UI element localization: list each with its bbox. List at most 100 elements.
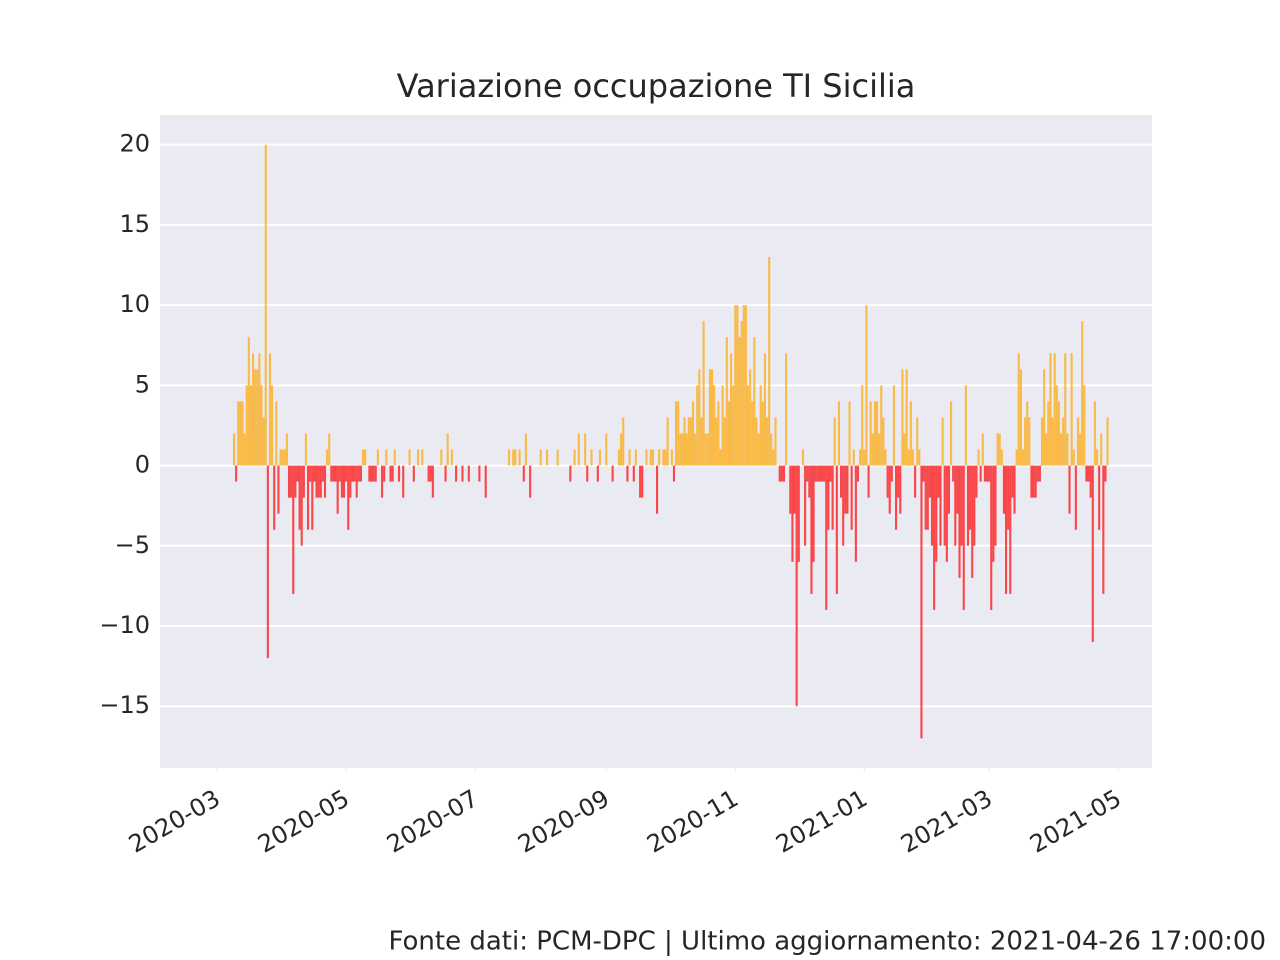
bar <box>247 337 250 466</box>
bar <box>596 465 599 482</box>
bar <box>347 465 350 530</box>
x-tick-label: 2020-11 <box>642 784 743 858</box>
bar <box>374 465 377 482</box>
bar <box>878 433 881 466</box>
bar <box>287 465 291 498</box>
bar <box>918 449 921 466</box>
bar <box>933 465 936 610</box>
bar <box>1062 417 1065 466</box>
bar <box>871 433 874 466</box>
bar <box>943 465 946 546</box>
bar <box>823 465 826 482</box>
bar <box>694 433 697 466</box>
bar <box>1091 465 1094 643</box>
bar <box>620 433 623 466</box>
bar <box>797 465 800 562</box>
bar <box>916 417 919 466</box>
bar <box>1089 465 1092 498</box>
bar <box>814 465 817 482</box>
bar <box>370 465 373 482</box>
bar <box>833 417 836 466</box>
bar <box>746 385 750 466</box>
bar <box>749 369 752 466</box>
bar <box>835 465 838 594</box>
bar <box>901 369 904 466</box>
bar <box>1081 321 1084 466</box>
bar <box>782 465 786 482</box>
bar <box>1034 465 1037 498</box>
x-tick-label: 2020-09 <box>513 784 614 858</box>
bar <box>1030 465 1033 498</box>
bar <box>827 465 830 530</box>
bar <box>966 465 970 546</box>
bar <box>852 449 855 466</box>
bar <box>795 465 798 707</box>
bar <box>831 465 834 530</box>
bar <box>385 449 388 466</box>
bar <box>408 449 411 466</box>
bar <box>717 401 720 466</box>
bar <box>679 433 682 466</box>
bar <box>1040 417 1044 466</box>
x-tick-label: 2020-03 <box>124 784 225 858</box>
bar <box>708 369 711 466</box>
bar <box>706 433 709 466</box>
bar <box>945 465 948 562</box>
bar <box>1024 417 1027 466</box>
bar <box>1074 465 1077 530</box>
bar <box>715 417 718 466</box>
bar <box>539 449 542 466</box>
bar <box>440 449 443 466</box>
bar <box>1068 465 1071 514</box>
bar <box>719 449 722 466</box>
bar <box>586 465 589 482</box>
bar <box>1095 449 1099 466</box>
bar <box>1032 465 1035 498</box>
bar <box>740 321 743 466</box>
bar <box>328 433 331 466</box>
bar <box>359 465 362 482</box>
bar <box>854 465 857 562</box>
bar <box>1004 465 1008 594</box>
bar <box>808 465 811 498</box>
bar <box>903 433 906 466</box>
bar <box>321 465 324 482</box>
bar <box>273 465 276 530</box>
bar <box>1043 369 1046 466</box>
y-tick-label: 0 <box>135 451 150 479</box>
bar <box>761 401 764 466</box>
bar <box>450 449 453 466</box>
bar <box>677 401 680 466</box>
bar <box>909 401 912 466</box>
bar <box>271 385 274 466</box>
bar <box>753 337 756 466</box>
bar <box>721 385 724 466</box>
bar <box>569 465 572 482</box>
bar <box>1019 369 1022 466</box>
bar <box>960 465 963 546</box>
bar <box>990 465 993 610</box>
bar <box>1047 401 1050 466</box>
bar <box>649 449 652 466</box>
bar <box>658 449 661 466</box>
bar <box>778 465 781 482</box>
bar <box>723 417 726 466</box>
bar <box>947 465 951 514</box>
bar <box>848 401 851 466</box>
bar <box>846 465 849 514</box>
bar <box>351 465 354 482</box>
bar <box>905 369 908 466</box>
bar <box>1059 433 1063 466</box>
bar <box>427 465 430 482</box>
bar <box>774 417 777 466</box>
bar <box>598 449 602 466</box>
bar <box>941 417 944 466</box>
bar <box>628 449 631 466</box>
bar <box>939 465 942 546</box>
bar <box>1013 465 1016 514</box>
bar <box>1049 353 1052 466</box>
bar <box>685 433 688 466</box>
bar <box>890 465 893 482</box>
bar <box>1053 353 1056 466</box>
